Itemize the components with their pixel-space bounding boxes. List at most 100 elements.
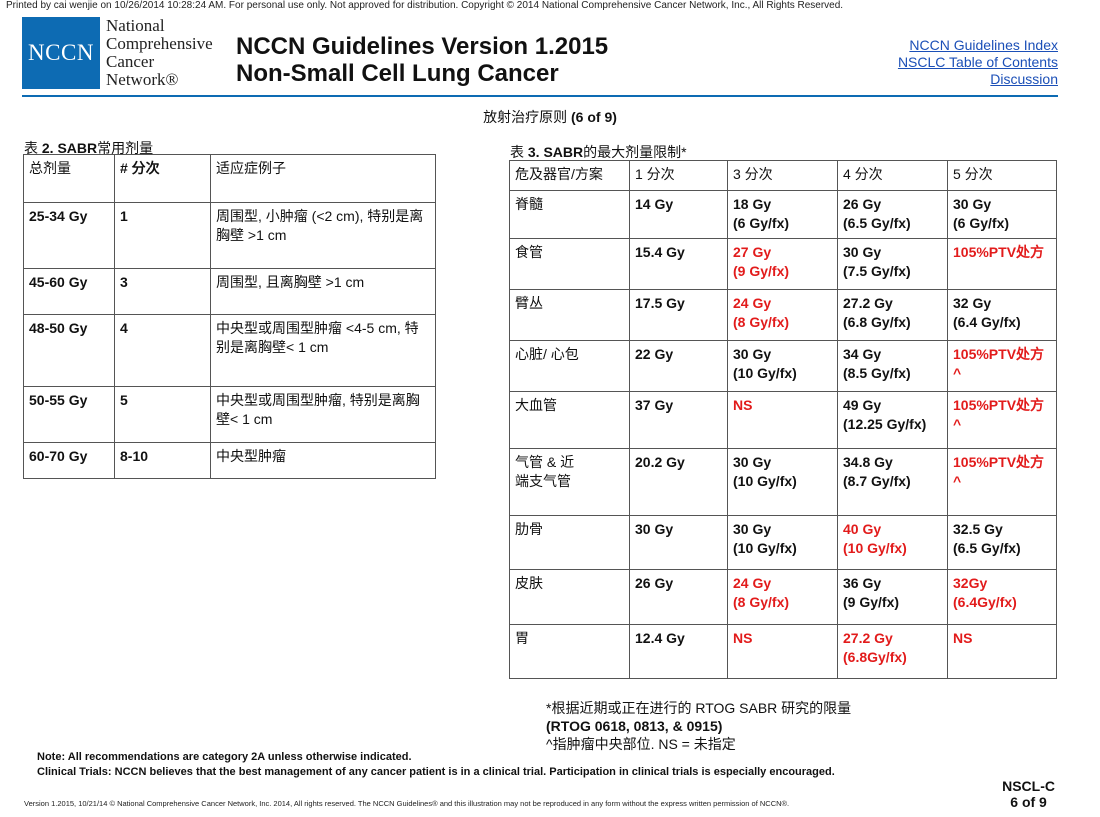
logo-line: Cancer (106, 52, 155, 71)
dose-cell: NS (947, 624, 1057, 679)
dose-cell: 14 Gy (629, 190, 728, 239)
table-cell: 45-60 Gy (23, 268, 115, 315)
logo-line: Network® (106, 70, 179, 89)
table-cell: 中央型或周围型肿瘤, 特别是离胸壁< 1 cm (210, 386, 436, 443)
sabr-dose-limits-table: 危及器官/方案 1 分次 3 分次 4 分次 5 分次 脊髓 14 Gy 18 Gy (6 G… (509, 160, 1057, 679)
footnote-line: ^指肿瘤中央部位. NS = 未指定 (546, 736, 736, 752)
dose-cell: 26 Gy (629, 569, 728, 625)
column-header: 5 分次 (947, 160, 1057, 191)
title-disease: Non-Small Cell Lung Cancer (236, 60, 559, 87)
dose-cell: 24 Gy (8 Gy/fx) (727, 569, 838, 625)
table-row: 肋骨 30 Gy 30 Gy (10 Gy/fx) 40 Gy (10 Gy/fx) 3… (509, 515, 1057, 570)
table-cell: 48-50 Gy (23, 314, 115, 387)
dose-cell: 17.5 Gy (629, 289, 728, 341)
table-cell: 周围型, 且离胸壁 >1 cm (210, 268, 436, 315)
dose-cell: 30 Gy (7.5 Gy/fx) (837, 238, 948, 290)
logo-line: National (106, 16, 165, 35)
table-row: 48-50 Gy 4 中央型或周围型肿瘤 <4-5 cm, 特别是离胸壁< 1 cm (23, 314, 436, 387)
nsclc-toc-link[interactable]: NSCLC Table of Contents (897, 54, 1058, 70)
dose-cell: 105%PTV处方 ^ (947, 448, 1057, 516)
dose-cell: 15.4 Gy (629, 238, 728, 290)
table2-caption: 表 2. SABR常用剂量 (24, 138, 153, 158)
dose-cell: 49 Gy (12.25 Gy/fx) (837, 391, 948, 449)
table-row: 心脏/ 心包 22 Gy 30 Gy (10 Gy/fx) 34 Gy (8.5 Gy… (509, 340, 1057, 392)
table-row: 皮肤 26 Gy 24 Gy (8 Gy/fx) 36 Gy (9 Gy/fx) 32G… (509, 569, 1057, 625)
discussion-link[interactable]: Discussion (990, 71, 1058, 87)
table-row: 气管 & 近 端支气管 20.2 Gy 30 Gy (10 Gy/fx) 34.8 G… (509, 448, 1057, 516)
organ-cell: 大血管 (509, 391, 630, 449)
sabr-common-doses-table: 总剂量 # 分次 适应症例子 25-34 Gy 1 周围型, 小肿瘤 (<2 cm), 特… (23, 154, 436, 479)
table2-caption-prefix: 表 (24, 140, 38, 156)
dose-cell: 105%PTV处方 (947, 238, 1057, 290)
table-row: 胃 12.4 Gy NS 27.2 Gy (6.8Gy/fx) NS (509, 624, 1057, 679)
dose-cell: 24 Gy (8 Gy/fx) (727, 289, 838, 341)
table-cell: 8-10 (114, 442, 211, 479)
page-number: 6 of 9 (1010, 794, 1047, 810)
table-row: 大血管 37 Gy NS 49 Gy (12.25 Gy/fx) 105%PTV处方 ^ (509, 391, 1057, 449)
column-header: # 分次 (114, 154, 211, 203)
organ-cell: 皮肤 (509, 569, 630, 625)
footnote-line: (RTOG 0618, 0813, & 0915) (546, 718, 723, 734)
dose-cell: 30 Gy (10 Gy/fx) (727, 340, 838, 392)
page-title: NCCN Guidelines Version 1.2015 Non-Small… (236, 33, 608, 87)
dose-cell: 27 Gy (9 Gy/fx) (727, 238, 838, 290)
dose-cell: 26 Gy (6.5 Gy/fx) (837, 190, 948, 239)
table3-caption-bold: 3. SABR (527, 144, 584, 160)
guidelines-index-link[interactable]: NCCN Guidelines Index (909, 37, 1058, 53)
organ-cell: 食管 (509, 238, 630, 290)
table-cell: 1 (114, 202, 211, 269)
organ-cell: 胃 (509, 624, 630, 679)
table-header-row: 危及器官/方案 1 分次 3 分次 4 分次 5 分次 (509, 160, 1057, 191)
dose-cell: 30 Gy (6 Gy/fx) (947, 190, 1057, 239)
dose-cell: NS (727, 624, 838, 679)
logo-line: Comprehensive (106, 34, 213, 53)
header-links: NCCN Guidelines Index NSCLC Table of Con… (898, 37, 1058, 88)
column-header: 4 分次 (837, 160, 948, 191)
print-disclaimer: Printed by cai wenjie on 10/26/2014 10:2… (6, 0, 844, 11)
page-code: NSCL-C (1002, 778, 1055, 794)
table-cell: 25-34 Gy (23, 202, 115, 269)
dose-cell: 32.5 Gy (6.5 Gy/fx) (947, 515, 1057, 570)
table3-caption: 表 3. SABR的最大剂量限制* (510, 142, 687, 162)
column-header: 1 分次 (629, 160, 728, 191)
organ-cell: 肋骨 (509, 515, 630, 570)
table3-footnote: *根据近期或正在进行的 RTOG SABR 研究的限量 (RTOG 0618, … (546, 699, 851, 753)
table-cell: 周围型, 小肿瘤 (<2 cm), 特别是离胸壁 >1 cm (210, 202, 436, 269)
dose-cell: 18 Gy (6 Gy/fx) (727, 190, 838, 239)
dose-cell: NS (727, 391, 838, 449)
nccn-logo: NCCN National Comprehensive Cancer Netwo… (22, 17, 213, 89)
table-cell: 5 (114, 386, 211, 443)
organ-cell: 脊髓 (509, 190, 630, 239)
page-identifier: NSCL-C 6 of 9 (1002, 778, 1055, 810)
subtitle-text: 放射治疗原则 (483, 109, 568, 125)
dose-cell: 27.2 Gy (6.8 Gy/fx) (837, 289, 948, 341)
logo-mark: NCCN (22, 17, 100, 89)
table3-caption-prefix: 表 (510, 144, 524, 160)
table-cell: 中央型肿瘤 (210, 442, 436, 479)
table-cell: 60-70 Gy (23, 442, 115, 479)
category-note: Note: All recommendations are category 2… (37, 751, 412, 763)
table-row: 臂丛 17.5 Gy 24 Gy (8 Gy/fx) 27.2 Gy (6.8 Gy/… (509, 289, 1057, 341)
dose-cell: 12.4 Gy (629, 624, 728, 679)
dose-cell: 34 Gy (8.5 Gy/fx) (837, 340, 948, 392)
page-notes: Note: All recommendations are category 2… (37, 750, 835, 780)
title-version: NCCN Guidelines Version 1.2015 (236, 33, 609, 60)
table-header-row: 总剂量 # 分次 适应症例子 (23, 154, 436, 203)
dose-cell: 30 Gy (10 Gy/fx) (727, 448, 838, 516)
dose-cell: 27.2 Gy (6.8Gy/fx) (837, 624, 948, 679)
column-header: 适应症例子 (210, 154, 436, 203)
organ-cell: 心脏/ 心包 (509, 340, 630, 392)
table-row: 60-70 Gy 8-10 中央型肿瘤 (23, 442, 436, 479)
column-header: 危及器官/方案 (509, 160, 630, 191)
organ-cell: 臂丛 (509, 289, 630, 341)
section-subtitle: 放射治疗原则 (6 of 9) (0, 107, 1100, 127)
dose-cell: 32Gy (6.4Gy/fx) (947, 569, 1057, 625)
copyright-footer: Version 1.2015, 10/21/14 © National Comp… (24, 799, 790, 808)
table-cell: 4 (114, 314, 211, 387)
dose-cell: 22 Gy (629, 340, 728, 392)
table3-caption-suffix: 的最大剂量限制* (583, 144, 687, 160)
dose-cell: 37 Gy (629, 391, 728, 449)
column-header: 总剂量 (23, 154, 115, 203)
table-row: 食管 15.4 Gy 27 Gy (9 Gy/fx) 30 Gy (7.5 Gy/fx… (509, 238, 1057, 290)
header-divider (22, 95, 1058, 97)
